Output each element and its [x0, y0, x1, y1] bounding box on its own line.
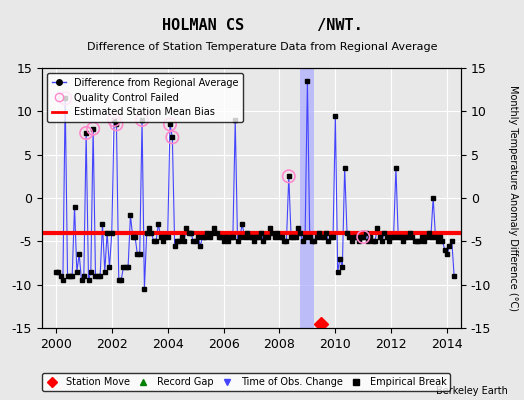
- Text: Difference of Station Temperature Data from Regional Average: Difference of Station Temperature Data f…: [87, 42, 437, 52]
- Point: [82, 130, 90, 136]
- Point: [359, 234, 367, 240]
- Text: Berkeley Earth: Berkeley Earth: [436, 386, 508, 396]
- Point: [166, 121, 174, 128]
- Point: [89, 126, 97, 132]
- Legend: Difference from Regional Average, Quality Control Failed, Estimated Station Mean: Difference from Regional Average, Qualit…: [47, 73, 243, 122]
- Y-axis label: Monthly Temperature Anomaly Difference (°C): Monthly Temperature Anomaly Difference (…: [508, 85, 518, 311]
- Point: [285, 173, 293, 180]
- Text: HOLMAN CS        /NWT.: HOLMAN CS /NWT.: [161, 18, 363, 33]
- Point: [112, 121, 121, 128]
- Point: [110, 117, 118, 123]
- Legend: Station Move, Record Gap, Time of Obs. Change, Empirical Break: Station Move, Record Gap, Time of Obs. C…: [42, 373, 450, 391]
- Point: [138, 117, 146, 123]
- Point: [168, 134, 177, 140]
- Point: [61, 95, 69, 102]
